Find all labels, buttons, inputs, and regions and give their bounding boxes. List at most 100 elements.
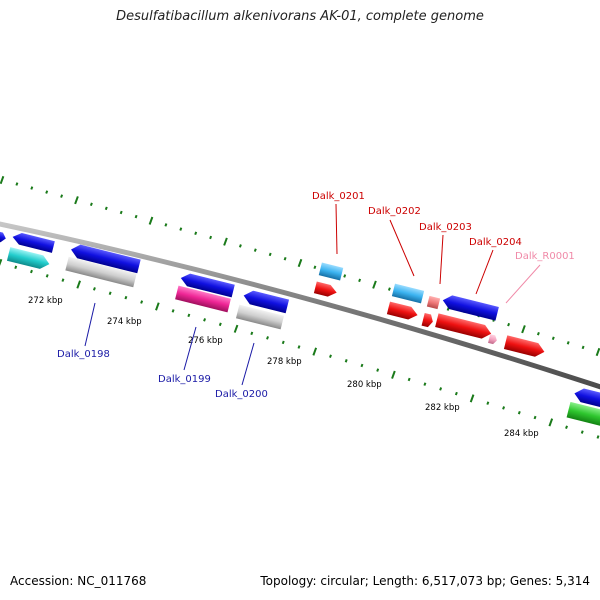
minor-tick: [14, 265, 18, 270]
major-tick: [233, 324, 239, 333]
minor-tick: [268, 252, 272, 257]
gene-label-dalk-0202[interactable]: Dalk_0202: [368, 206, 421, 217]
minor-tick: [407, 377, 411, 382]
major-tick: [372, 280, 377, 289]
gene-label-dalk-0200[interactable]: Dalk_0200: [215, 389, 268, 400]
minor-tick: [387, 287, 391, 291]
gene-arrow[interactable]: [391, 283, 425, 304]
callout-lines: [84, 203, 541, 386]
minor-tick: [171, 309, 175, 313]
minor-tick: [253, 248, 257, 252]
minor-tick: [580, 430, 584, 434]
gene-arrow[interactable]: [441, 293, 499, 321]
minor-tick: [313, 265, 317, 270]
major-tick: [297, 258, 303, 268]
minor-tick: [281, 340, 285, 345]
minor-tick: [92, 287, 96, 291]
ruler-label: 276 kbp: [188, 336, 223, 346]
gene-arrow[interactable]: [488, 334, 498, 345]
genome-summary-text: Topology: circular; Length: 6,517,073 bp…: [260, 574, 590, 588]
gene-arrow[interactable]: [242, 289, 290, 314]
minor-tick: [218, 322, 222, 327]
major-tick: [0, 258, 3, 268]
major-tick: [148, 216, 154, 225]
gene-label-dalk-0199[interactable]: Dalk_0199: [158, 374, 211, 385]
gene-label-dalk-0198[interactable]: Dalk_0198: [57, 349, 110, 360]
gene-arrow[interactable]: [65, 256, 137, 288]
minor-tick: [266, 336, 269, 340]
minor-tick: [596, 435, 600, 439]
gene-arrow[interactable]: [69, 243, 141, 274]
minor-tick: [108, 291, 112, 296]
gene-arrow[interactable]: [318, 262, 344, 281]
gene-arrow[interactable]: [426, 295, 441, 310]
gene-label-dalk-0201[interactable]: Dalk_0201: [312, 191, 365, 202]
minor-tick: [104, 206, 108, 211]
minor-tick: [89, 202, 93, 207]
gene-arrow[interactable]: [313, 281, 338, 299]
ruler-label: 284 kbp: [504, 429, 539, 439]
minor-tick: [423, 382, 427, 386]
gene-label-dalk-r0001[interactable]: Dalk_R0001: [515, 251, 575, 262]
gene-labels: Dalk_0198 Dalk_0199 Dalk_0200 Dalk_0201 …: [57, 191, 575, 400]
minor-tick: [124, 295, 128, 300]
minor-tick: [376, 368, 380, 372]
minor-tick: [566, 341, 570, 345]
gene-arrow[interactable]: [435, 313, 493, 340]
minor-tick: [164, 223, 168, 227]
ruler-label: 278 kbp: [267, 357, 302, 367]
major-tick: [155, 302, 160, 311]
ruler-label: 272 kbp: [28, 296, 63, 306]
accession-text: Accession: NC_011768: [10, 574, 147, 588]
minor-tick: [439, 387, 443, 391]
minor-tick: [187, 313, 191, 318]
minor-tick: [536, 331, 540, 336]
minor-tick: [119, 210, 123, 215]
gene-arrow[interactable]: [235, 304, 285, 330]
minor-tick: [360, 363, 364, 368]
minor-tick: [329, 354, 332, 358]
ruler-label: 282 kbp: [425, 403, 460, 413]
major-tick: [76, 280, 81, 289]
tick-row-lower: [0, 258, 600, 439]
gene-arrow[interactable]: [0, 230, 7, 244]
minor-tick: [60, 194, 64, 198]
minor-tick: [565, 425, 568, 429]
minor-tick: [283, 256, 287, 261]
minor-tick: [517, 410, 521, 415]
major-tick: [548, 418, 554, 427]
minor-tick: [209, 235, 213, 240]
ruler-label: 274 kbp: [107, 317, 142, 327]
gene-label-dalk-0204[interactable]: Dalk_0204: [469, 237, 522, 248]
major-tick: [223, 237, 228, 246]
ruler-labels: 272 kbp 274 kbp 276 kbp 278 kbp 280 kbp …: [28, 296, 539, 439]
gene-arrow[interactable]: [566, 401, 600, 427]
gene-arrow[interactable]: [386, 301, 419, 322]
major-tick: [469, 394, 475, 403]
gene-arrow[interactable]: [6, 247, 51, 271]
minor-tick: [250, 331, 254, 336]
major-tick: [74, 196, 79, 205]
tick-row-upper: [0, 175, 600, 357]
gene-label-dalk-0203[interactable]: Dalk_0203: [419, 222, 472, 233]
minor-tick: [61, 278, 65, 282]
major-tick: [312, 347, 318, 356]
gene-arrow[interactable]: [179, 272, 235, 298]
minor-tick: [581, 345, 585, 350]
minor-tick: [502, 406, 506, 410]
minor-tick: [533, 415, 537, 420]
minor-tick: [358, 278, 362, 283]
gene-arrow[interactable]: [175, 285, 231, 313]
gene-arrow[interactable]: [421, 312, 435, 328]
minor-tick: [15, 182, 19, 186]
minor-tick: [179, 227, 183, 231]
major-tick: [521, 325, 526, 334]
minor-tick: [45, 274, 49, 278]
minor-tick: [238, 244, 242, 248]
major-tick: [0, 175, 5, 185]
major-tick: [391, 370, 396, 379]
gene-arrow[interactable]: [573, 387, 600, 408]
gene-arrow[interactable]: [503, 335, 546, 358]
gene-arrow[interactable]: [11, 231, 55, 253]
genome-backbone: [0, 221, 600, 390]
